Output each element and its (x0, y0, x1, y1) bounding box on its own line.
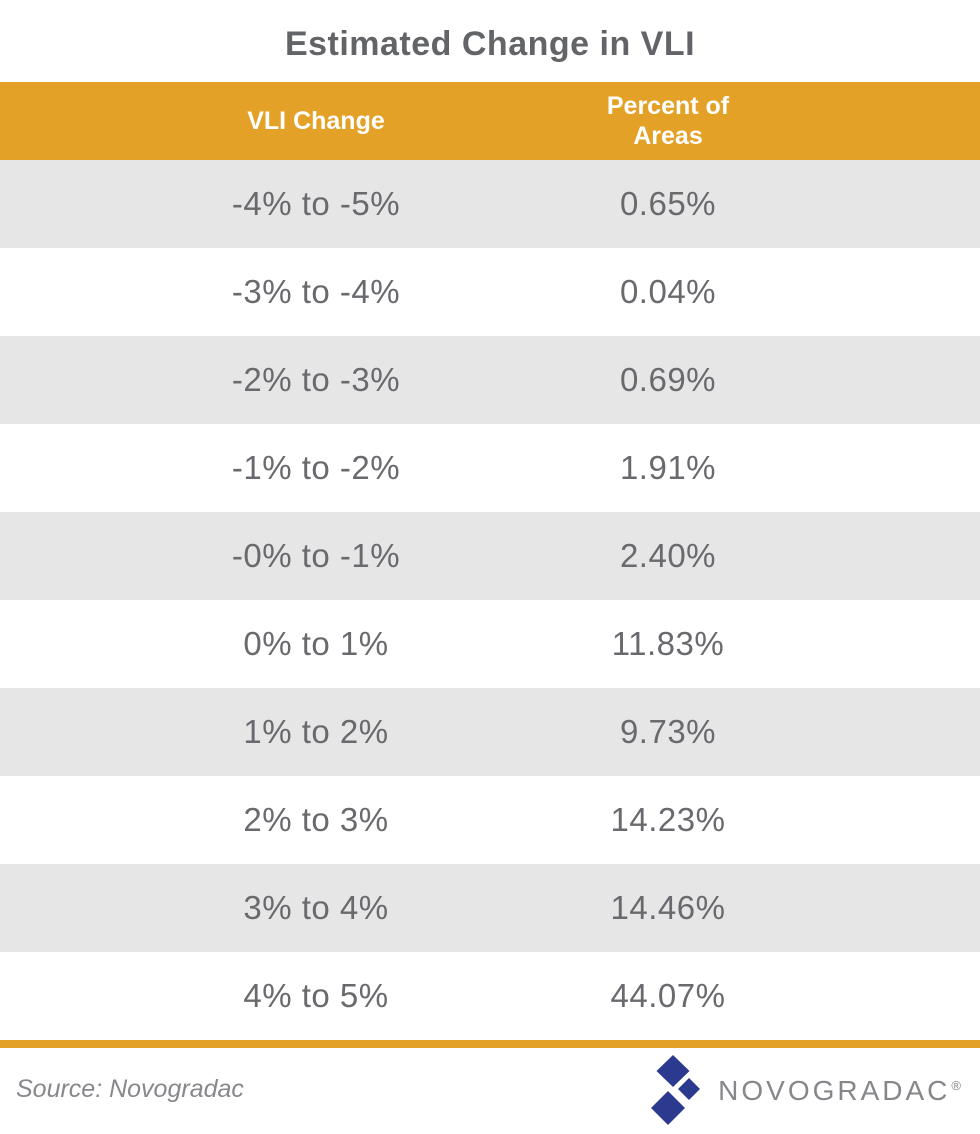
source-attribution: Source: Novogradac (16, 1074, 244, 1103)
table-row: 4% to 5% 44.07% (0, 952, 980, 1040)
novogradac-wordmark: NOVOGRADAC® (718, 1075, 964, 1107)
page-title: Estimated Change in VLI (284, 25, 696, 63)
percent-of-areas-value: 11.83% (611, 625, 725, 662)
table-row: 2% to 3% 14.23% (0, 776, 980, 864)
vli-change-value: 4% to 5% (243, 977, 389, 1014)
vli-change-value: -3% to -4% (231, 273, 401, 310)
percent-of-areas-value: 0.69% (619, 361, 717, 398)
table-row: -4% to -5% 0.65% (0, 160, 980, 248)
footer: Source: Novogradac NOVOGRADAC® (0, 1048, 980, 1134)
percent-of-areas-value: 14.46% (610, 889, 726, 926)
vli-change-value: 1% to 2% (243, 713, 389, 750)
percent-of-areas-value: 9.73% (619, 713, 717, 750)
vli-change-value: 3% to 4% (243, 889, 389, 926)
vli-change-value: -1% to -2% (231, 449, 401, 486)
vli-change-value: 2% to 3% (243, 801, 389, 838)
percent-of-areas-value: 1.91% (619, 449, 717, 486)
vli-change-value: 0% to 1% (243, 625, 389, 662)
table-row: -2% to -3% 0.69% (0, 336, 980, 424)
table-row: 0% to 1% 11.83% (0, 600, 980, 688)
column-header-percent-of-areas: Percent of Areas (606, 92, 730, 150)
table-row: 3% to 4% 14.46% (0, 864, 980, 952)
bottom-accent-bar (0, 1040, 980, 1048)
table-row: -3% to -4% 0.04% (0, 248, 980, 336)
vli-change-value: -0% to -1% (231, 537, 401, 574)
table-row: 1% to 2% 9.73% (0, 688, 980, 776)
percent-of-areas-value: 0.04% (619, 273, 717, 310)
percent-of-areas-value: 0.65% (619, 185, 717, 222)
registered-trademark-symbol: ® (951, 1077, 964, 1093)
vli-change-value: -4% to -5% (231, 185, 401, 222)
table-row: -1% to -2% 1.91% (0, 424, 980, 512)
column-header-vli-change: VLI Change (247, 107, 385, 135)
table-row: -0% to -1% 2.40% (0, 512, 980, 600)
vli-change-value: -2% to -3% (231, 361, 401, 398)
logo-text-label: NOVOGRADAC (718, 1075, 951, 1106)
percent-of-areas-value: 44.07% (610, 977, 726, 1014)
percent-of-areas-value: 14.23% (610, 801, 726, 838)
percent-of-areas-value: 2.40% (619, 537, 717, 574)
novogradac-diamonds-icon (651, 1055, 701, 1125)
table-header-row: VLI Change Percent of Areas (0, 82, 980, 160)
vli-change-table: VLI Change Percent of Areas -4% to -5% 0… (0, 82, 980, 1040)
novogradac-logo: NOVOGRADAC® (650, 1055, 964, 1127)
